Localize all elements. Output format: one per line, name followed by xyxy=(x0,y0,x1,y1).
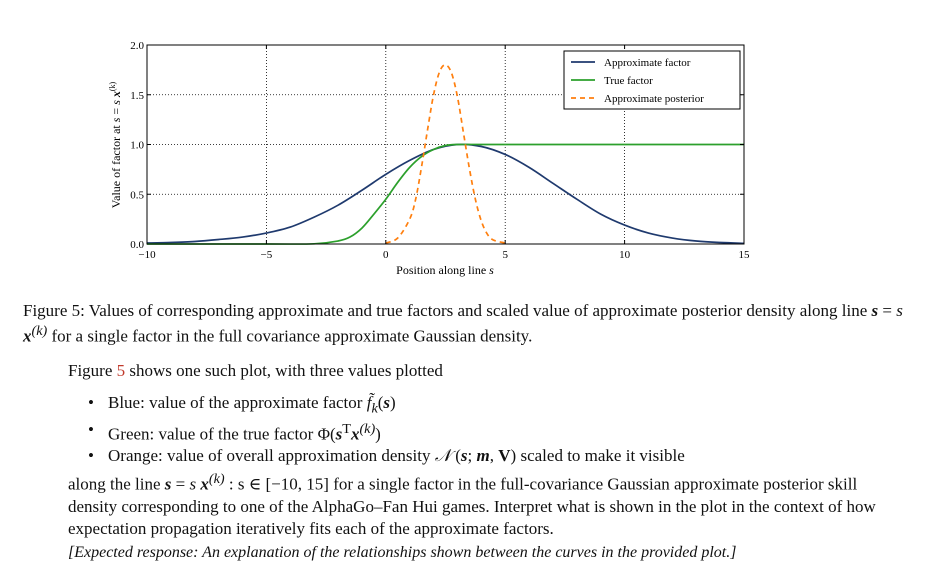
bullet-list: Blue: value of the approximate factor f̃… xyxy=(68,392,685,466)
axis-ticks: −10 −5 0 5 10 15 0.0 0.5 1.0 1.5 2.0 xyxy=(130,40,750,261)
legend-entry: True factor xyxy=(604,75,653,87)
legend-entry: Approximate factor xyxy=(604,57,691,69)
series-line-0 xyxy=(146,143,745,245)
y-tick-label: 2.0 xyxy=(130,40,144,52)
list-item: Orange: value of overall approximation d… xyxy=(68,445,685,466)
series-lines xyxy=(146,64,745,245)
caption-text-1: Values of corresponding approximate and … xyxy=(84,301,872,320)
x-tick-label: 0 xyxy=(383,249,389,261)
caption-prefix: Figure 5: xyxy=(23,301,85,320)
question-paragraph: along the line s = s x(k) : s ∈ [−10, 15… xyxy=(68,471,876,538)
x-tick-label: 5 xyxy=(502,249,508,261)
x-tick-label: −5 xyxy=(261,249,273,261)
x-tick-label: 15 xyxy=(739,249,751,261)
list-item: Green: value of the true factor Φ(sTx(k)… xyxy=(68,419,685,445)
list-item: Blue: value of the approximate factor f̃… xyxy=(68,392,685,419)
figure-5-link[interactable]: 5 xyxy=(116,361,126,380)
y-axis-label: Value of factor at s = s x(k) xyxy=(108,81,123,208)
y-tick-label: 1.0 xyxy=(130,140,144,152)
caption-text-2: for a single factor in the full covarian… xyxy=(47,326,533,346)
y-tick-label: 0.0 xyxy=(130,239,144,251)
intro-paragraph: Figure 5 shows one such plot, with three… xyxy=(68,361,443,380)
y-tick-label: 1.5 xyxy=(130,90,144,102)
series-line-2 xyxy=(385,64,506,244)
legend: Approximate factor True factor Approximate… xyxy=(563,50,741,110)
x-tick-label: −10 xyxy=(138,249,156,261)
x-axis-label: Position along line s xyxy=(396,263,494,277)
figure-5-chart: −10 −5 0 5 10 15 0.0 0.5 1.0 1.5 2.0 Position alon… xyxy=(108,40,750,277)
expected-response: [Expected response: An explanation of th… xyxy=(68,544,737,561)
x-tick-label: 10 xyxy=(619,249,631,261)
legend-entry: Approximate posterior xyxy=(604,93,704,105)
figure-caption: Figure 5: Values of corresponding approx… xyxy=(23,301,903,346)
series-line-1 xyxy=(146,143,744,245)
y-tick-label: 0.5 xyxy=(130,189,144,201)
